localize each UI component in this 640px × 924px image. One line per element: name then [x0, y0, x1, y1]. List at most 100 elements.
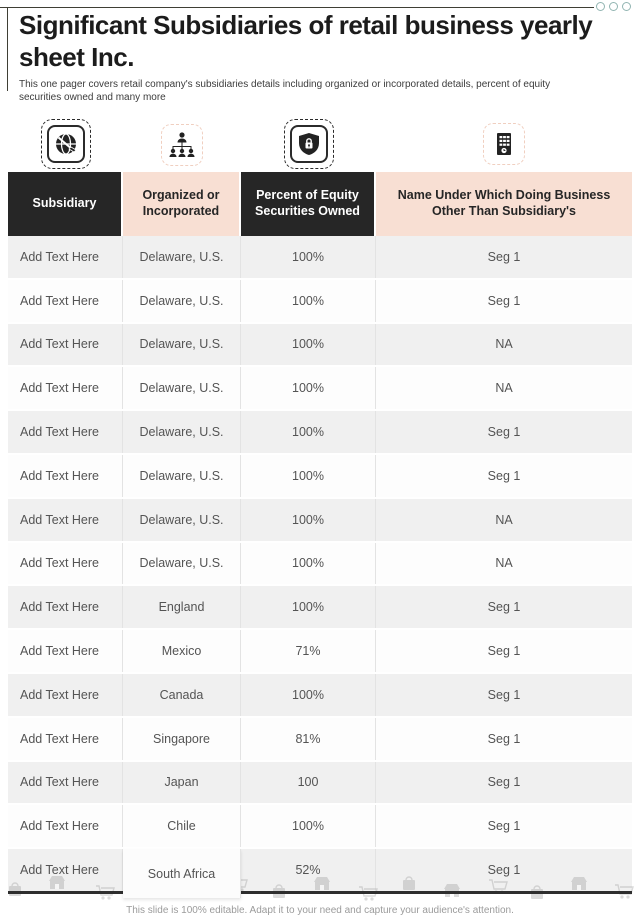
table-bottom-border — [8, 891, 632, 894]
header-organized-or-incorporated: Organized or Incorporated — [123, 172, 241, 236]
table-cell: Seg 1 — [376, 673, 632, 716]
dot-icon — [622, 2, 631, 11]
table-cell: Add Text Here — [8, 630, 123, 672]
table-cell: Add Text Here — [8, 805, 123, 848]
table-cell: Add Text Here — [8, 236, 123, 278]
table-cell: 100% — [241, 323, 376, 366]
table-cell: 100% — [241, 673, 376, 716]
table-row: Add Text Here Delaware, U.S. 100% NA — [8, 498, 632, 543]
table-cell: Seg 1 — [376, 761, 632, 804]
table-cell: 100% — [241, 454, 376, 497]
table-cell: Singapore — [123, 717, 241, 760]
table-cell: NA — [376, 498, 632, 541]
table-row: Add Text Here Canada 100% Seg 1 — [8, 673, 632, 718]
table-row: Add Text Here Chile 100% Seg 1 — [8, 805, 632, 850]
table-cell: Seg 1 — [376, 454, 632, 497]
table-cell: Add Text Here — [8, 542, 123, 585]
table-row: Add Text Here Singapore 81% Seg 1 — [8, 717, 632, 762]
table-cell: Canada — [123, 673, 241, 716]
shield-lock-icon — [284, 119, 334, 169]
table-cell: Delaware, U.S. — [123, 542, 241, 585]
table-cell: Delaware, U.S. — [123, 279, 241, 322]
table-cell: 100% — [241, 805, 376, 848]
shield-lock-icon-frame — [290, 125, 328, 163]
table-cell: Seg 1 — [376, 717, 632, 760]
table-cell: Delaware, U.S. — [123, 367, 241, 410]
org-hierarchy-icon — [161, 124, 203, 166]
table-cell: 100% — [241, 586, 376, 629]
office-building-icon — [483, 123, 525, 165]
table-cell: Add Text Here — [8, 411, 123, 453]
table-header-row: Subsidiary Organized or Incorporated Per… — [8, 172, 632, 236]
table-cell: Seg 1 — [376, 586, 632, 629]
table-row: Add Text Here Delaware, U.S. 100% NA — [8, 367, 632, 412]
subsidiaries-table: Subsidiary Organized or Incorporated Per… — [8, 172, 632, 898]
table-row: Add Text Here Delaware, U.S. 100% Seg 1 — [8, 411, 632, 455]
table-row: Add Text Here Mexico 71% Seg 1 — [8, 630, 632, 674]
table-row: Add Text Here Delaware, U.S. 100% Seg 1 — [8, 454, 632, 499]
corner-dots — [596, 2, 631, 11]
table-cell: 100% — [241, 367, 376, 410]
header-percent-equity: Percent of Equity Securities Owned — [241, 172, 376, 236]
table-cell: England — [123, 586, 241, 629]
table-cell: Add Text Here — [8, 367, 123, 410]
column-icons-row — [0, 119, 640, 173]
table-cell: Add Text Here — [8, 761, 123, 804]
watermark-icons-strip — [0, 872, 640, 906]
table-cell: Delaware, U.S. — [123, 411, 241, 453]
table-row: Add Text Here Delaware, U.S. 100% Seg 1 — [8, 236, 632, 280]
table-cell: NA — [376, 367, 632, 410]
table-cell: 81% — [241, 717, 376, 760]
table-row: Add Text Here Delaware, U.S. 100% NA — [8, 542, 632, 587]
table-cell: Chile — [123, 805, 241, 848]
table-body: Add Text Here Delaware, U.S. 100% Seg 1 Add … — [8, 236, 632, 898]
page-subtitle: This one pager covers retail company's s… — [19, 78, 551, 104]
table-cell: Delaware, U.S. — [123, 236, 241, 278]
table-cell: Add Text Here — [8, 454, 123, 497]
table-cell: Delaware, U.S. — [123, 323, 241, 366]
table-cell: 52% — [241, 849, 376, 891]
title-block: Significant Subsidiaries of retail busin… — [19, 10, 633, 105]
table-cell: Mexico — [123, 630, 241, 672]
table-cell: 100% — [241, 498, 376, 541]
top-border-line — [0, 7, 594, 8]
table-cell: 100% — [241, 279, 376, 322]
table-cell: Add Text Here — [8, 673, 123, 716]
table-cell: NA — [376, 323, 632, 366]
table-cell: South Africa — [123, 849, 241, 898]
table-cell: Add Text Here — [8, 323, 123, 366]
table-cell: Add Text Here — [8, 717, 123, 760]
table-cell: Seg 1 — [376, 236, 632, 278]
table-cell: 100% — [241, 411, 376, 453]
table-cell: 100% — [241, 236, 376, 278]
table-cell: Add Text Here — [8, 279, 123, 322]
dot-icon — [596, 2, 605, 11]
globe-icon — [41, 119, 91, 169]
table-row: Add Text Here Japan 100 Seg 1 — [8, 761, 632, 806]
table-row: Add Text Here South Africa 52% Seg 1 — [8, 849, 632, 898]
table-cell: 100 — [241, 761, 376, 804]
table-cell: 100% — [241, 542, 376, 585]
footer-note: This slide is 100% editable. Adapt it to… — [126, 905, 514, 916]
table-cell: 71% — [241, 630, 376, 672]
table-cell: Seg 1 — [376, 630, 632, 672]
table-cell: Seg 1 — [376, 805, 632, 848]
table-cell: Delaware, U.S. — [123, 454, 241, 497]
globe-icon-frame — [47, 125, 85, 163]
table-cell: Japan — [123, 761, 241, 804]
table-cell: Seg 1 — [376, 279, 632, 322]
header-doing-business-name: Name Under Which Doing Business Other Th… — [376, 172, 632, 236]
table-cell: NA — [376, 542, 632, 585]
table-cell: Add Text Here — [8, 586, 123, 629]
table-cell: Add Text Here — [8, 498, 123, 541]
left-border-line — [7, 7, 8, 91]
table-cell: Add Text Here — [8, 849, 123, 891]
page-title: Significant Subsidiaries of retail busin… — [19, 10, 593, 72]
table-cell: Seg 1 — [376, 411, 632, 453]
table-row: Add Text Here Delaware, U.S. 100% NA — [8, 323, 632, 368]
table-cell: Seg 1 — [376, 849, 632, 891]
table-row: Add Text Here Delaware, U.S. 100% Seg 1 — [8, 279, 632, 324]
dot-icon — [609, 2, 618, 11]
header-subsidiary: Subsidiary — [8, 172, 123, 236]
table-row: Add Text Here England 100% Seg 1 — [8, 586, 632, 631]
